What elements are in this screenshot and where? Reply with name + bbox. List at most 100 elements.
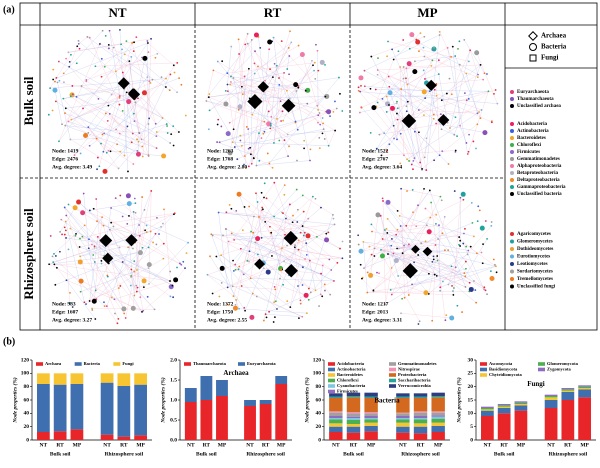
network-node bbox=[286, 300, 288, 302]
network-node bbox=[442, 232, 444, 234]
network-node bbox=[161, 76, 163, 78]
bar-segment bbox=[185, 402, 197, 440]
bar-segment bbox=[431, 415, 444, 416]
legend-swatch bbox=[510, 262, 514, 266]
network-node bbox=[111, 94, 113, 96]
network-edge bbox=[401, 189, 440, 197]
y-tick-label: 5 bbox=[470, 424, 473, 430]
network-node bbox=[85, 80, 87, 82]
network-node bbox=[461, 311, 463, 313]
legend-swatch bbox=[480, 368, 487, 372]
network-node bbox=[64, 112, 66, 114]
network-node bbox=[486, 238, 488, 240]
legend-text: Unclassified bacteria bbox=[517, 192, 562, 197]
legend-text: Gemmatimonadetes bbox=[398, 361, 437, 366]
network-node bbox=[423, 47, 425, 49]
network-node bbox=[399, 215, 401, 217]
network-node bbox=[115, 70, 117, 72]
network-node bbox=[405, 67, 407, 69]
network-node bbox=[302, 195, 304, 197]
network-node bbox=[249, 250, 251, 252]
network-node bbox=[404, 297, 406, 299]
network-node bbox=[300, 303, 302, 305]
network-node bbox=[137, 97, 139, 99]
network-node bbox=[341, 110, 343, 112]
network-node bbox=[388, 90, 393, 95]
network-node bbox=[135, 36, 137, 38]
network-node bbox=[270, 123, 272, 125]
network-node bbox=[393, 125, 395, 127]
network-node bbox=[358, 90, 360, 92]
network-node bbox=[444, 319, 446, 321]
network-node bbox=[130, 269, 132, 271]
network-node bbox=[435, 123, 437, 125]
network-edge bbox=[55, 90, 62, 124]
network-node bbox=[439, 290, 441, 292]
network-node bbox=[108, 44, 110, 46]
network-node bbox=[373, 289, 375, 291]
bar-segment bbox=[200, 376, 212, 400]
y-tick-label: 100 bbox=[313, 371, 322, 377]
network-node bbox=[130, 56, 132, 58]
legend-text: Thaumarchaeota bbox=[193, 361, 227, 366]
network-node bbox=[382, 198, 384, 200]
bar-segment bbox=[561, 400, 574, 440]
network-edge bbox=[211, 234, 239, 308]
network-node bbox=[466, 99, 468, 101]
network-node bbox=[110, 207, 112, 209]
bar-segment bbox=[561, 392, 574, 400]
network-node bbox=[117, 318, 119, 320]
network-node bbox=[225, 211, 227, 213]
network-edge bbox=[303, 195, 333, 214]
network-node bbox=[314, 78, 316, 80]
bar-segment bbox=[481, 416, 494, 440]
legend-swatch bbox=[328, 362, 335, 366]
network-node bbox=[78, 43, 80, 45]
network-node bbox=[264, 131, 266, 133]
network-node bbox=[148, 267, 150, 269]
network-node bbox=[387, 41, 389, 43]
network-node bbox=[69, 292, 71, 294]
network-node bbox=[456, 135, 458, 137]
network-node bbox=[139, 296, 141, 298]
network-node bbox=[275, 300, 277, 302]
network-node bbox=[262, 133, 264, 135]
network-node bbox=[131, 306, 136, 311]
network-node bbox=[282, 212, 284, 214]
network-node bbox=[333, 218, 335, 220]
bar-segment bbox=[578, 385, 591, 386]
bar-segment bbox=[364, 416, 377, 418]
network-node bbox=[401, 298, 403, 300]
network-node bbox=[426, 137, 428, 139]
x-tick-label: RT bbox=[56, 442, 64, 448]
network-node bbox=[362, 241, 364, 243]
network-node bbox=[417, 204, 419, 206]
network-node bbox=[422, 89, 427, 94]
network-node bbox=[104, 66, 106, 68]
legend-swatch bbox=[510, 285, 514, 289]
network-node bbox=[375, 212, 380, 217]
network-node bbox=[239, 140, 241, 142]
network-node bbox=[484, 72, 486, 74]
network-node bbox=[428, 273, 430, 275]
bar-segment bbox=[414, 397, 427, 398]
network-node bbox=[284, 139, 286, 141]
network-edge bbox=[442, 129, 455, 135]
network-node bbox=[433, 47, 435, 49]
network-node bbox=[297, 87, 299, 89]
network-node bbox=[475, 302, 477, 304]
network-node bbox=[449, 127, 451, 129]
network-node bbox=[268, 111, 270, 113]
network-node bbox=[230, 76, 232, 78]
network-node bbox=[480, 117, 482, 119]
network-node bbox=[494, 264, 496, 266]
network-node bbox=[325, 233, 327, 235]
legend-swatch bbox=[480, 373, 487, 377]
bar-segment bbox=[561, 389, 574, 390]
network-node bbox=[162, 223, 164, 225]
legend-text: Bacteria bbox=[84, 361, 101, 366]
network-edge bbox=[388, 254, 465, 276]
network-edge bbox=[425, 74, 439, 79]
legend-text: Firmicutes bbox=[337, 389, 358, 394]
legend-swatch bbox=[510, 129, 514, 133]
